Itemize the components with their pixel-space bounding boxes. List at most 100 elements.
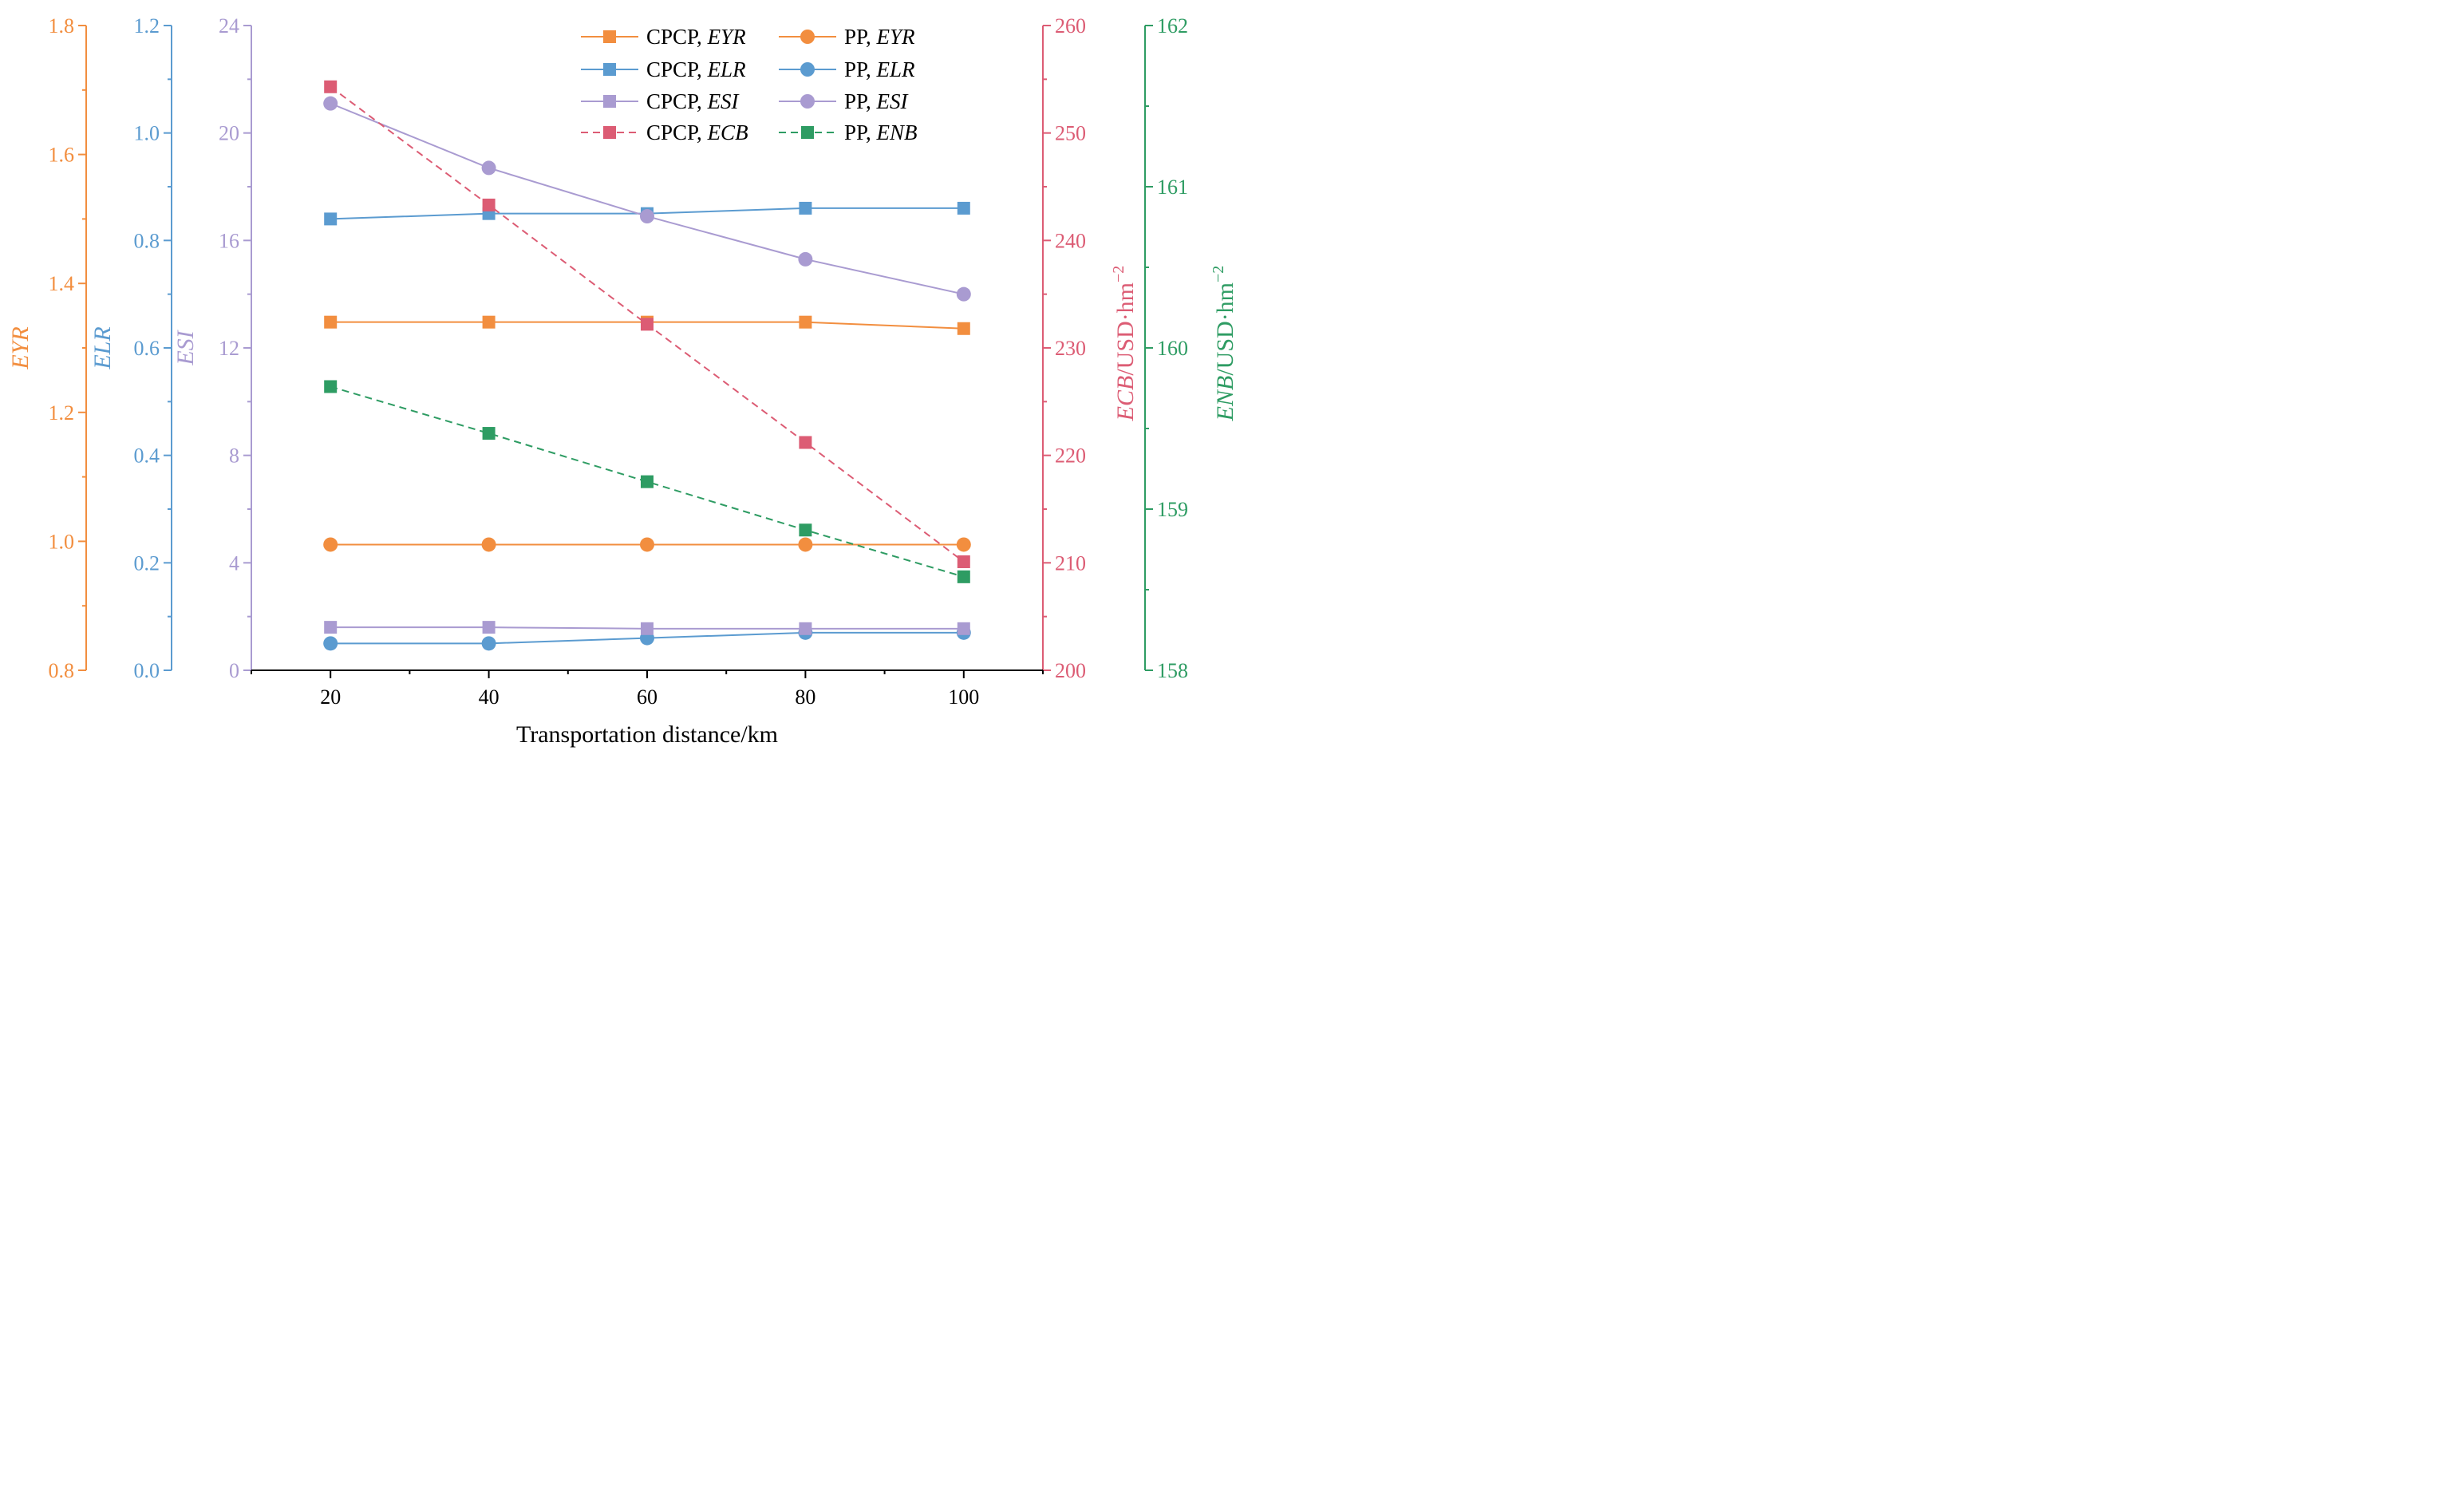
data-point	[640, 537, 654, 552]
elr-tick-label: 0.2	[134, 551, 160, 575]
legend-item: CPCP, ESI	[581, 89, 740, 113]
legend-marker	[800, 62, 815, 77]
data-point	[956, 286, 971, 302]
enb-axis-title: ENB/USD·hm−2	[1210, 266, 1238, 422]
esi-axis: 0 4 8 12 16 20 24 ESI	[172, 14, 252, 682]
legend-marker	[603, 30, 616, 43]
data-point	[324, 380, 338, 393]
elr-axis-title: ELR	[89, 326, 116, 369]
data-point	[641, 622, 654, 635]
data-point	[957, 322, 970, 335]
legend-label: CPCP, ECB	[646, 120, 748, 144]
data-point	[323, 537, 338, 552]
legend-item: CPCP, ELR	[581, 57, 746, 81]
legend-item: CPCP, ECB	[581, 120, 748, 144]
data-point	[799, 315, 812, 329]
legend-marker	[603, 126, 616, 139]
data-point	[641, 318, 654, 331]
legend-item: CPCP, EYR	[581, 25, 746, 49]
series-line	[330, 385, 965, 578]
legend-marker	[800, 94, 815, 109]
esi-tick-label: 0	[229, 659, 239, 682]
chart: 0.8 1.0 1.2 1.4 1.6 1.8 EYR 0.0 0.2 0.4 0.6 0.8 1.0 1…	[7, 14, 1238, 748]
data-point	[481, 537, 496, 552]
data-point	[323, 636, 338, 651]
x-tick-label: 80	[795, 685, 815, 709]
eyr-tick-label: 1.4	[49, 272, 75, 295]
series-ecb-cpcp	[324, 80, 970, 568]
data-point	[482, 621, 496, 634]
legend-item: PP, ENB	[779, 120, 918, 144]
series-enb-pp	[324, 380, 970, 583]
enb-tick-label: 162	[1157, 14, 1188, 38]
legend-marker	[801, 126, 814, 139]
data-point	[799, 622, 812, 635]
data-point	[799, 201, 812, 215]
data-point	[799, 436, 812, 449]
data-point	[957, 201, 970, 215]
data-point	[482, 427, 496, 440]
ecb-tick-label: 220	[1055, 444, 1086, 468]
esi-axis-title: ESI	[172, 329, 199, 365]
legend-label: CPCP, ESI	[646, 89, 740, 113]
eyr-axis-title: EYR	[7, 326, 34, 369]
data-point	[798, 251, 813, 267]
series-layer	[323, 80, 971, 651]
data-point	[324, 315, 338, 329]
legend-marker	[603, 63, 616, 76]
eyr-tick-label: 1.8	[49, 14, 75, 38]
eyr-tick-label: 0.8	[49, 659, 75, 682]
legend-label: PP, EYR	[844, 25, 915, 49]
enb-tick-label: 161	[1157, 176, 1188, 199]
eyr-tick-label: 1.0	[49, 530, 75, 553]
legend-label: CPCP, EYR	[646, 25, 746, 49]
data-point	[324, 212, 338, 226]
data-point	[957, 622, 970, 635]
esi-tick-label: 20	[219, 122, 239, 145]
esi-tick-label: 4	[229, 551, 239, 575]
legend-label: PP, ENB	[844, 120, 918, 144]
legend-label: PP, ELR	[844, 57, 915, 81]
enb-tick-label: 159	[1157, 498, 1188, 521]
legend-label: PP, ESI	[844, 89, 910, 113]
data-point	[798, 537, 813, 552]
legend-item: PP, ELR	[779, 57, 915, 81]
eyr-tick-label: 1.2	[49, 401, 75, 425]
data-point	[481, 160, 496, 176]
x-tick-label: 40	[479, 685, 500, 709]
data-point	[957, 570, 970, 583]
enb-tick-label: 158	[1157, 659, 1188, 682]
data-point	[799, 523, 812, 537]
ecb-axis-title: ECB/USD·hm−2	[1110, 266, 1139, 422]
x-axis-title: Transportation distance/km	[516, 721, 778, 748]
enb-tick-label: 160	[1157, 337, 1188, 360]
esi-tick-label: 12	[219, 337, 239, 360]
esi-tick-label: 24	[219, 14, 239, 38]
data-point	[324, 80, 338, 93]
elr-tick-label: 1.2	[134, 14, 160, 38]
ecb-axis: 200 210 220 230 240 250 260 ECB/USD·hm−2	[1042, 14, 1139, 682]
data-point	[482, 198, 496, 211]
series-eyr-pp	[323, 537, 971, 552]
eyr-axis: 0.8 1.0 1.2 1.4 1.6 1.8 EYR	[7, 14, 87, 682]
legend-marker	[603, 95, 616, 108]
data-point	[641, 475, 654, 488]
eyr-tick-label: 1.6	[49, 144, 75, 167]
axes-layer: 0.8 1.0 1.2 1.4 1.6 1.8 EYR 0.0 0.2 0.4 0.6 0.8 1.0 1…	[7, 14, 1238, 709]
ecb-tick-label: 210	[1055, 551, 1086, 575]
ecb-tick-label: 230	[1055, 337, 1086, 360]
x-axis: 20 40 60 80 100	[251, 669, 1044, 709]
data-point	[640, 209, 654, 224]
elr-tick-label: 1.0	[134, 122, 160, 145]
data-point	[957, 555, 970, 568]
ecb-tick-label: 250	[1055, 122, 1086, 145]
series-esi-pp	[323, 96, 971, 302]
legend-item: PP, EYR	[779, 25, 915, 49]
elr-tick-label: 0.4	[134, 444, 160, 468]
data-point	[482, 315, 496, 329]
series-esi-cpcp	[324, 621, 970, 635]
ecb-tick-label: 260	[1055, 14, 1086, 38]
legend: CPCP, EYR PP, EYR CPCP, ELR PP, ELR CPCP, ES…	[581, 25, 918, 144]
elr-tick-label: 0.0	[134, 659, 160, 682]
legend-marker	[800, 30, 815, 44]
